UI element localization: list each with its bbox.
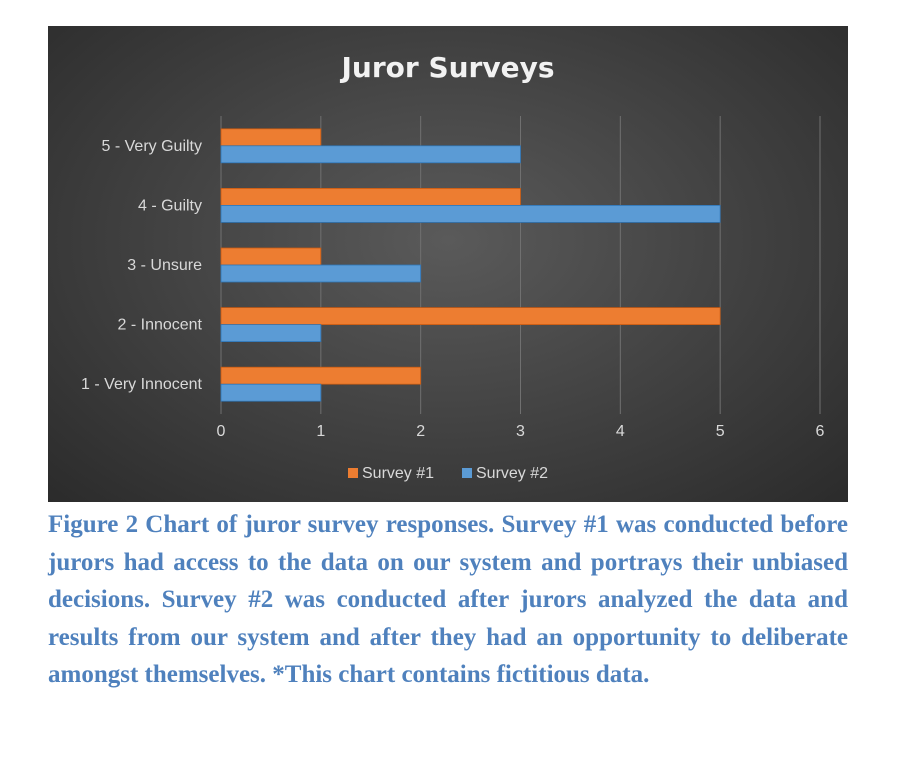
chart-title: Juror Surveys <box>339 51 554 84</box>
figure-caption: Figure 2 Chart of juror survey responses… <box>48 511 848 688</box>
category-label: 4 - Guilty <box>138 197 202 214</box>
bar-survey-2 <box>220 324 322 343</box>
category-label: 3 - Unsure <box>127 257 202 274</box>
category-label: 2 - Innocent <box>118 317 203 334</box>
legend-label: Survey #2 <box>476 465 548 482</box>
x-tick-label: 4 <box>616 423 625 440</box>
bar-survey-2 <box>220 383 322 402</box>
x-tick-label: 2 <box>416 423 425 440</box>
bar-survey-1 <box>220 128 322 147</box>
x-tick-label: 1 <box>316 423 325 440</box>
legend: Survey #1 Survey #2 <box>348 465 548 482</box>
bar-survey-2 <box>220 264 422 283</box>
chart-panel: Juror Surveys 1 - Very Innocent 2 - Innoc… <box>48 26 848 502</box>
bar-survey-1 <box>220 247 322 266</box>
x-tick-label: 6 <box>816 423 825 440</box>
bar-survey-1 <box>220 366 422 385</box>
bar-survey-2 <box>220 204 721 223</box>
bars <box>220 128 721 402</box>
x-tick-label: 5 <box>716 423 725 440</box>
x-tick-labels: 0 1 2 3 4 5 6 <box>217 423 825 440</box>
bar-survey-1 <box>220 187 521 206</box>
category-labels: 1 - Very Innocent 2 - Innocent 3 - Unsure 4… <box>81 138 203 393</box>
x-tick-label: 0 <box>217 423 226 440</box>
bar-survey-2 <box>220 145 521 164</box>
legend-swatch <box>462 468 472 478</box>
chart: Juror Surveys 1 - Very Innocent 2 - Innoc… <box>81 51 825 482</box>
x-tick-label: 3 <box>516 423 525 440</box>
category-label: 5 - Very Guilty <box>102 138 202 155</box>
legend-swatch <box>348 468 358 478</box>
category-label: 1 - Very Innocent <box>81 376 203 393</box>
bar-survey-1 <box>220 307 721 326</box>
legend-label: Survey #1 <box>362 465 434 482</box>
